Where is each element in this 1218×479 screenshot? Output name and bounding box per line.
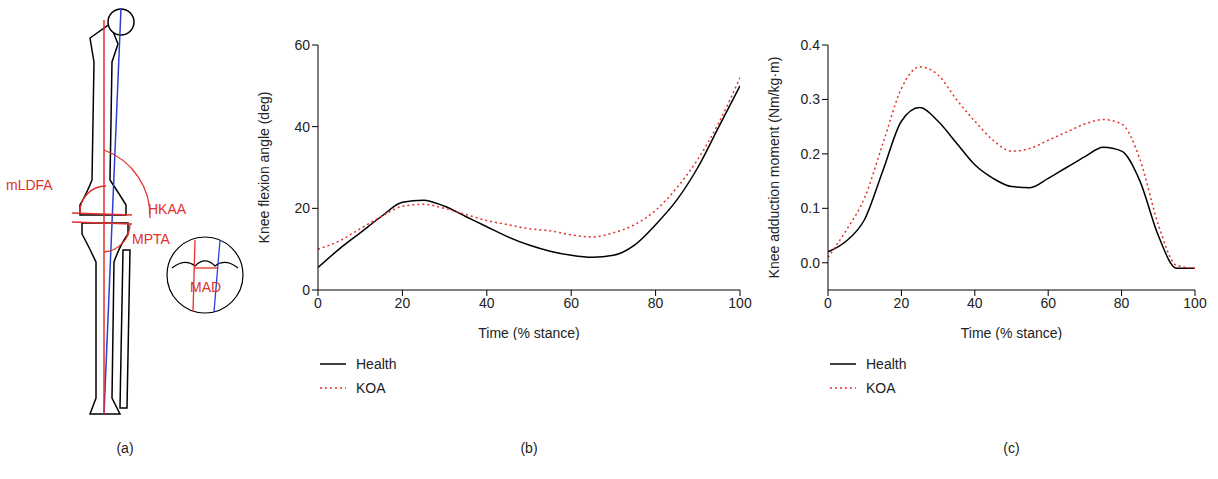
svg-text:mLDFA: mLDFA xyxy=(6,177,53,193)
svg-text:0: 0 xyxy=(302,282,310,298)
svg-text:60: 60 xyxy=(563,295,579,311)
svg-text:0.3: 0.3 xyxy=(801,91,821,107)
svg-text:100: 100 xyxy=(1183,295,1207,311)
svg-text:20: 20 xyxy=(894,295,910,311)
html-text:(c): (c) xyxy=(1003,440,1020,456)
svg-text:20: 20 xyxy=(294,200,310,216)
svg-text:Knee flexion angle (deg): Knee flexion angle (deg) xyxy=(256,92,272,244)
svg-text:0.1: 0.1 xyxy=(801,200,821,216)
html-text:(a): (a) xyxy=(116,440,134,456)
svg-text:80: 80 xyxy=(648,295,664,311)
svg-text:Time (% stance): Time (% stance) xyxy=(478,325,579,340)
svg-text:40: 40 xyxy=(967,295,983,311)
svg-text:0.0: 0.0 xyxy=(801,255,821,271)
svg-text:40: 40 xyxy=(294,119,310,135)
svg-text:MAD: MAD xyxy=(190,279,221,295)
svg-text:80: 80 xyxy=(1114,295,1130,311)
svg-text:0: 0 xyxy=(824,295,832,311)
html-text:(b): (b) xyxy=(520,440,538,456)
svg-text:60: 60 xyxy=(294,37,310,53)
svg-text:MPTA: MPTA xyxy=(132,231,171,247)
svg-text:20: 20 xyxy=(395,295,411,311)
svg-text:40: 40 xyxy=(479,295,495,311)
svg-text:HKAA: HKAA xyxy=(148,201,187,217)
html-text:Health: Health xyxy=(356,356,397,372)
html-text:KOA: KOA xyxy=(356,380,386,396)
svg-text:60: 60 xyxy=(1040,295,1056,311)
svg-text:0.4: 0.4 xyxy=(801,37,821,53)
svg-text:Knee adduction moment (Nm/kg·m: Knee adduction moment (Nm/kg·m) xyxy=(766,57,782,279)
html-text:KOA: KOA xyxy=(866,380,896,396)
svg-text:100: 100 xyxy=(728,295,752,311)
html-text:Health: Health xyxy=(866,356,907,372)
svg-text:Time (% stance): Time (% stance) xyxy=(961,325,1062,340)
svg-text:0: 0 xyxy=(314,295,322,311)
svg-text:0.2: 0.2 xyxy=(801,146,821,162)
